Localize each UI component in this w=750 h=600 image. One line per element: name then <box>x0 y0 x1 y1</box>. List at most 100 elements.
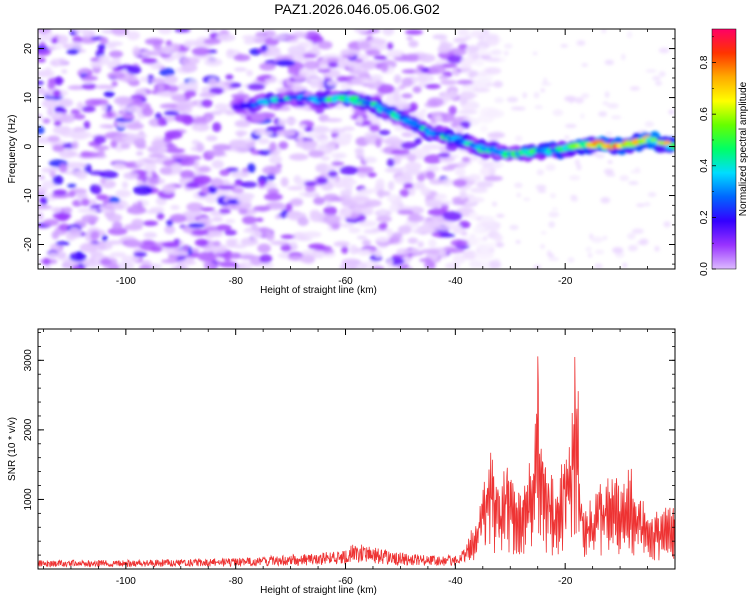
heatmap-noise-cell <box>441 178 453 187</box>
heatmap-noise-cell <box>208 77 218 87</box>
heatmap-noise-cell <box>457 161 467 168</box>
heatmap-noise-cell <box>38 204 52 210</box>
heatmap-noise-cell <box>487 132 506 139</box>
heatmap-noise-cell <box>636 203 645 207</box>
heatmap-noise-cell <box>371 74 383 82</box>
heatmap-noise-cell <box>302 231 322 238</box>
heatmap-noise-cell <box>246 69 254 77</box>
heatmap-noise-cell <box>316 176 329 185</box>
heatmap-noise-cell <box>218 261 238 268</box>
heatmap-noise-cell <box>241 35 259 40</box>
heatmap-noise-cell <box>422 219 441 229</box>
heatmap-noise-cell <box>274 214 281 220</box>
heatmap-noise-cell <box>40 196 48 205</box>
heatmap-noise-cell <box>161 258 176 264</box>
heatmap-noise-cell <box>293 175 302 184</box>
heatmap-noise-cell <box>170 154 191 160</box>
heatmap-noise-cell <box>367 38 387 45</box>
heatmap-noise-cell <box>47 135 61 143</box>
heatmap-noise-cell <box>438 152 451 158</box>
heatmap-noise-cell <box>323 118 343 123</box>
heatmap-noise-cell <box>99 170 119 179</box>
heatmap-noise-cell <box>170 205 180 210</box>
heatmap-noise-cell <box>268 151 281 156</box>
heatmap-noise-cell <box>401 172 413 182</box>
heatmap-noise-cell <box>108 263 120 269</box>
colorbar-frame <box>711 28 737 270</box>
heatmap-noise-cell <box>287 66 300 76</box>
heatmap-noise-cell <box>564 124 577 128</box>
heatmap-noise-cell <box>467 174 482 182</box>
heatmap-noise-cell <box>234 139 248 147</box>
heatmap-noise-cell <box>364 199 382 207</box>
heatmap-noise-cell <box>211 159 224 169</box>
heatmap-noise-cell <box>543 77 548 84</box>
heatmap-noise-cell <box>143 232 157 239</box>
heatmap-noise-cell <box>406 36 414 41</box>
heatmap-noise-cell <box>655 81 662 86</box>
heatmap-noise-cell <box>181 62 198 73</box>
heatmap-noise-cell <box>628 181 639 185</box>
heatmap-noise-cell <box>170 163 182 173</box>
heatmap-noise-cell <box>41 99 59 109</box>
heatmap-noise-cell <box>79 242 99 253</box>
heatmap-noise-cell <box>267 188 279 195</box>
heatmap-noise-cell <box>367 29 381 33</box>
heatmap-noise-cell <box>627 233 636 240</box>
heatmap-noise-cell <box>410 148 431 156</box>
colorbar-tick-label: 0.2 <box>699 210 710 224</box>
heatmap-noise-cell <box>496 242 505 248</box>
heatmap-noise-cell <box>288 254 304 261</box>
heatmap-noise-cell <box>480 125 488 133</box>
heatmap-noise-cell <box>393 74 402 84</box>
heatmap-noise-cell <box>466 238 479 246</box>
heatmap-noise-cell <box>192 175 212 185</box>
heatmap-noise-cell <box>38 126 45 135</box>
heatmap-noise-cell <box>356 235 368 240</box>
heatmap-noise-cell <box>53 120 62 127</box>
x-axis-title: Height of straight line (km) <box>260 585 377 596</box>
heatmap-noise-cell <box>288 241 297 246</box>
heatmap-noise-cell <box>135 151 144 156</box>
heatmap-noise-cell <box>162 184 176 194</box>
heatmap-noise-cell <box>47 167 60 172</box>
heatmap-noise-cell <box>108 50 124 58</box>
heatmap-noise-cell <box>219 169 230 177</box>
heatmap-noise-cell <box>598 111 608 117</box>
heatmap-noise-cell <box>81 29 90 37</box>
heatmap-noise-cell <box>54 105 65 113</box>
heatmap-noise-cell <box>126 30 141 41</box>
heatmap-noise-cell <box>194 170 203 177</box>
heatmap-noise-cell <box>522 92 527 99</box>
heatmap-noise-cell <box>58 98 74 108</box>
heatmap-noise-cell <box>278 141 289 150</box>
heatmap-noise-cell <box>99 178 107 184</box>
heatmap-noise-cell <box>50 206 62 213</box>
heatmap-noise-cell <box>418 81 427 88</box>
heatmap-noise-cell <box>129 97 144 108</box>
heatmap-noise-cell <box>99 258 112 266</box>
heatmap-noise-cell <box>483 175 503 182</box>
heatmap-noise-cell <box>81 75 98 81</box>
heatmap-noise-cell <box>372 82 380 89</box>
heatmap-noise-cell <box>426 76 433 82</box>
snr-series-line <box>38 356 675 568</box>
heatmap-noise-cell <box>523 197 531 201</box>
heatmap-noise-cell <box>429 178 445 185</box>
heatmap-noise-cell <box>354 29 368 33</box>
heatmap-noise-cell <box>484 67 502 75</box>
heatmap-noise-cell <box>51 230 60 240</box>
heatmap-noise-cell <box>159 67 176 77</box>
heatmap-noise-cell <box>486 161 495 166</box>
heatmap-noise-cell <box>448 105 457 116</box>
heatmap-noise-cell <box>161 241 181 249</box>
heatmap-noise-cell <box>348 227 361 234</box>
heatmap-noise-cell <box>163 110 180 116</box>
heatmap-noise-cell <box>247 83 266 91</box>
heatmap-noise-cell <box>461 156 471 163</box>
heatmap-noise-cell <box>493 233 503 243</box>
heatmap-noise-cell <box>456 79 474 85</box>
heatmap-noise-cell <box>594 263 603 269</box>
heatmap-noise-cell <box>467 196 485 203</box>
